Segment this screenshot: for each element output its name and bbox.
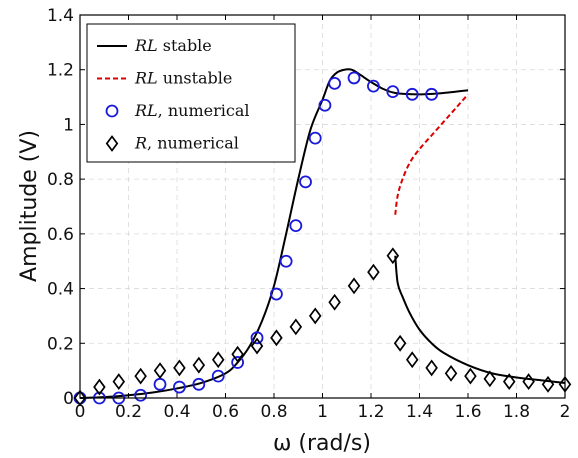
y-tick-label: 0.2 [47,334,74,354]
data-point-diamond [192,356,206,374]
data-point-diamond [112,373,126,391]
x-tick-label: 1.4 [406,402,433,422]
legend-label-text: stable [158,36,212,55]
data-point-diamond [270,329,283,347]
data-point-circle [308,131,322,145]
ticks: 0 0.2 0.4 0.6 0.8 1 1.2 1.4 1.6 1.8 2 0 0.2 0.4 0.6 0.8… [47,6,570,422]
y-tick-label: 1 [63,115,74,135]
x-tick-label: 0.6 [212,402,239,422]
legend-label-text: , numerical [158,101,250,120]
legend-label: RL stable [134,36,212,55]
data-point-circle [134,388,148,402]
y-tick-label: 0 [63,389,74,409]
data-point-diamond [386,247,400,265]
data-point-diamond [134,367,147,385]
data-point-circle [211,369,225,383]
series-line [394,93,469,215]
x-tick-label: 1.2 [357,402,384,422]
x-tick-label: 1.6 [454,402,481,422]
data-point-diamond [173,359,186,377]
data-point-diamond [405,351,419,369]
x-tick-label: 0.2 [115,402,142,422]
data-point-circle [173,380,186,394]
x-tick-label: 0.8 [260,402,287,422]
x-tick-label: 1.8 [503,402,530,422]
data-point-diamond [93,378,106,396]
legend-label: RL unstable [134,69,232,88]
x-tick-label: 0 [75,402,86,422]
data-point-diamond [250,337,264,355]
series-line [79,68,469,399]
legend-entry: R, numerical [105,134,239,153]
legend-swatch [105,104,119,118]
series-0 [79,68,469,399]
data-point-circle [367,79,380,93]
x-axis-label: ω (rad/s) [273,431,371,456]
data-point-circle [386,85,400,98]
y-tick-label: 1.4 [47,6,74,26]
data-point-diamond [153,362,167,380]
legend-label: R, numerical [134,134,239,153]
data-point-diamond [393,334,407,352]
y-tick-label: 1.2 [47,61,74,81]
data-point-diamond [425,359,438,377]
legend-entry: RL stable [97,36,212,55]
data-point-diamond [73,389,87,407]
x-tick-label: 2 [560,402,571,422]
series-line [394,255,566,384]
legend-label-text: , numerical [147,134,239,153]
legend-label: RL, numerical [134,101,249,120]
data-point-circle [270,287,283,301]
y-axis-label: Amplitude (V) [17,130,42,282]
data-point-circle [425,87,439,101]
data-point-circle [192,377,206,391]
data-point-circle [299,175,312,189]
data-point-diamond [328,293,341,311]
data-point-circle [231,356,245,369]
legend-entry: RL, numerical [105,101,249,120]
legend-entry: RL unstable [97,69,232,88]
data-point-circle [289,219,303,233]
legend-label-symbol: RL [134,69,158,88]
data-point-diamond [502,373,516,391]
y-tick-label: 0.6 [47,225,74,245]
data-point-circle [347,71,361,85]
data-point-circle [405,87,419,101]
x-tick-label: 1 [317,402,328,422]
data-point-diamond [231,345,244,363]
data-point-diamond [347,277,361,295]
legend-swatch [105,135,119,152]
x-tick-label: 0.4 [163,402,190,422]
series-layer [73,68,572,407]
data-point-diamond [483,370,497,388]
data-point-circle [318,98,332,112]
y-tick-label: 0.4 [47,280,74,300]
legend-label-symbol: R [134,134,147,153]
legend-label-symbol: RL [134,36,158,55]
y-tick-label: 0.8 [47,170,74,190]
series-1 [394,93,469,215]
series-4 [394,255,566,384]
data-point-diamond [444,364,458,382]
data-point-circle [328,76,342,90]
data-point-circle [279,254,293,268]
data-point-diamond [464,367,477,385]
data-point-diamond [367,263,380,281]
data-point-diamond [289,318,303,336]
legend-label-text: unstable [158,69,233,88]
data-point-diamond [308,307,322,325]
data-point-diamond [211,351,225,369]
data-point-circle [250,331,264,345]
legend-label-symbol: RL [134,101,158,120]
